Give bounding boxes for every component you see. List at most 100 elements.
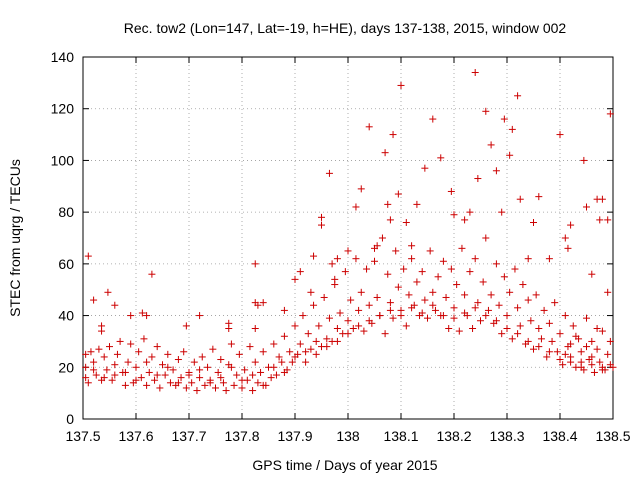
- data-point: [214, 368, 222, 376]
- data-point: [204, 363, 212, 371]
- data-point: [98, 327, 106, 335]
- data-point: [400, 265, 408, 273]
- data-point: [365, 123, 373, 131]
- data-point: [397, 312, 405, 320]
- chart-title: Rec. tow2 (Lon=147, Lat=-19, h=HE), days…: [124, 20, 567, 36]
- data-point: [535, 343, 543, 351]
- data-point: [365, 317, 373, 325]
- data-point: [333, 325, 341, 332]
- y-tick-label: 0: [66, 411, 74, 427]
- data-point: [137, 374, 145, 382]
- data-point: [254, 301, 262, 309]
- x-tick-label: 137.7: [171, 428, 206, 444]
- data-point: [389, 131, 397, 139]
- data-point: [492, 167, 500, 175]
- data-point: [535, 325, 543, 332]
- data-point: [500, 115, 508, 123]
- data-point: [376, 312, 384, 320]
- data-point: [164, 350, 172, 358]
- data-point: [514, 92, 522, 100]
- data-point: [121, 381, 129, 389]
- data-point: [564, 244, 572, 252]
- data-point: [598, 366, 606, 374]
- data-point: [418, 309, 426, 317]
- data-point: [180, 348, 188, 356]
- data-point: [545, 255, 553, 263]
- data-point: [153, 343, 161, 351]
- data-point: [104, 288, 112, 296]
- data-point: [466, 268, 474, 276]
- data-point: [474, 175, 482, 183]
- data-point: [259, 381, 267, 389]
- y-tick-label: 120: [51, 101, 75, 117]
- data-point: [524, 337, 532, 345]
- data-point: [593, 325, 601, 332]
- data-point: [543, 353, 551, 361]
- y-axis-label: STEC from uqrg / TECUs: [7, 159, 23, 317]
- data-point: [259, 348, 267, 356]
- data-point: [182, 384, 190, 392]
- data-point: [124, 358, 132, 366]
- data-point: [206, 379, 214, 387]
- data-point: [156, 384, 164, 392]
- data-point: [524, 296, 532, 304]
- data-point: [259, 299, 267, 307]
- data-point: [312, 337, 320, 345]
- x-tick-label: 137.9: [277, 428, 312, 444]
- x-tick-label: 138.2: [436, 428, 471, 444]
- data-point: [302, 358, 310, 366]
- data-point: [394, 283, 402, 291]
- x-axis-label: GPS time / Days of year 2015: [252, 457, 437, 473]
- data-point: [241, 366, 249, 374]
- x-tick-label: 137.8: [224, 428, 259, 444]
- data-point: [471, 304, 479, 312]
- data-point: [479, 278, 487, 286]
- data-point: [103, 366, 111, 374]
- data-point: [100, 374, 108, 382]
- data-point: [567, 221, 575, 229]
- data-point: [198, 353, 206, 361]
- y-tick-label: 40: [58, 308, 74, 324]
- data-point: [333, 337, 341, 345]
- data-point: [535, 193, 543, 201]
- data-point: [397, 81, 405, 89]
- data-point: [389, 314, 397, 322]
- data-point: [606, 337, 614, 345]
- data-point: [355, 322, 363, 330]
- data-point: [296, 268, 304, 276]
- data-point: [143, 381, 151, 389]
- data-point: [461, 291, 469, 299]
- data-point: [384, 270, 392, 278]
- data-point: [469, 325, 477, 332]
- data-point: [227, 340, 235, 348]
- data-point: [323, 335, 331, 343]
- data-point: [530, 218, 537, 226]
- data-point: [606, 110, 614, 118]
- data-point: [246, 343, 254, 351]
- data-point: [360, 327, 368, 335]
- data-point: [302, 348, 310, 356]
- data-point: [439, 312, 447, 320]
- data-point: [270, 340, 278, 348]
- data-point: [413, 278, 421, 286]
- x-tick-label: 137.5: [65, 428, 100, 444]
- data-point: [503, 325, 511, 332]
- data-point: [312, 350, 320, 358]
- data-point: [82, 374, 90, 382]
- data-point: [437, 154, 445, 162]
- data-point: [458, 244, 466, 252]
- data-point: [307, 345, 315, 353]
- y-tick-label: 20: [58, 359, 74, 375]
- data-point: [487, 291, 495, 299]
- data-point: [257, 368, 265, 376]
- data-point: [408, 304, 416, 312]
- data-point: [439, 257, 447, 265]
- data-point: [516, 195, 524, 203]
- data-point: [577, 363, 585, 371]
- data-point: [545, 348, 553, 356]
- data-point: [357, 185, 365, 193]
- data-point: [227, 363, 235, 371]
- data-point: [567, 340, 575, 348]
- data-point: [484, 306, 492, 314]
